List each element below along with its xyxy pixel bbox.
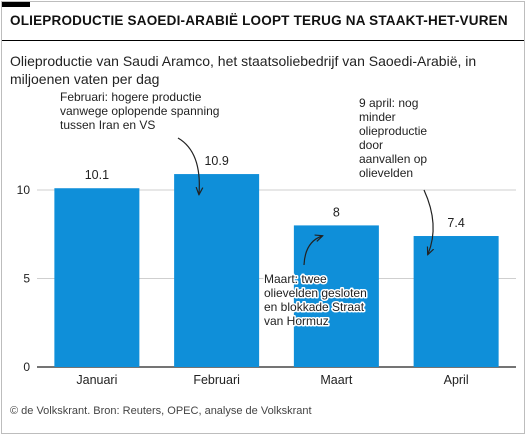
bar-value-label: 7.4 (447, 216, 464, 230)
bar-februari (174, 174, 260, 367)
annotation-arrow-icon (303, 236, 322, 266)
bar-value-label: 8 (333, 205, 340, 219)
annotation-april-line: olieproductie (359, 124, 427, 138)
bar-januari (54, 188, 140, 367)
y-tick-label: 10 (17, 183, 31, 197)
y-tick-label: 5 (23, 272, 30, 286)
annotation-april-line: minder (359, 110, 396, 124)
annotation-arrow-icon (423, 189, 433, 254)
annotation-maart-line: olievelden gesloten (264, 286, 367, 300)
title-divider (2, 40, 524, 41)
title-accent-bar (2, 2, 30, 7)
annotation-februari-line: vanwege oplopende spanning (60, 104, 219, 118)
chart-subtitle: Olieproductie van Saudi Aramco, het staa… (10, 53, 477, 87)
bar-value-label: 10.1 (85, 168, 109, 182)
annotation-februari-line: Februari: hogere productie (60, 90, 202, 104)
y-tick-label: 0 (23, 360, 30, 374)
annotation-maart-line: van Hormuz (264, 314, 329, 328)
x-tick-label: Februari (193, 373, 240, 387)
bar-value-label: 10.9 (204, 154, 228, 168)
annotation-maart-line: Maart: twee (264, 272, 327, 286)
annotation-april-line: 9 april: nog (359, 96, 418, 110)
bar-april (413, 236, 499, 367)
annotation-april-line: olievelden (359, 166, 413, 180)
x-tick-label: April (444, 373, 469, 387)
annotation-februari-line: tussen Iran en VS (60, 118, 155, 132)
x-tick-label: Maart (320, 373, 352, 387)
chart-title: OLIEPRODUCTIE SAOEDI-ARABIË LOOPT TERUG … (10, 13, 508, 28)
x-tick-label: Januari (76, 373, 117, 387)
annotation-april-line: aanvallen op (359, 152, 427, 166)
annotation-maart-line: en blokkade Straat (264, 300, 365, 314)
annotation-april-line: door (359, 138, 383, 152)
source-credit: © de Volkskrant. Bron: Reuters, OPEC, an… (10, 405, 312, 417)
annotation-arrow-icon (177, 137, 199, 194)
